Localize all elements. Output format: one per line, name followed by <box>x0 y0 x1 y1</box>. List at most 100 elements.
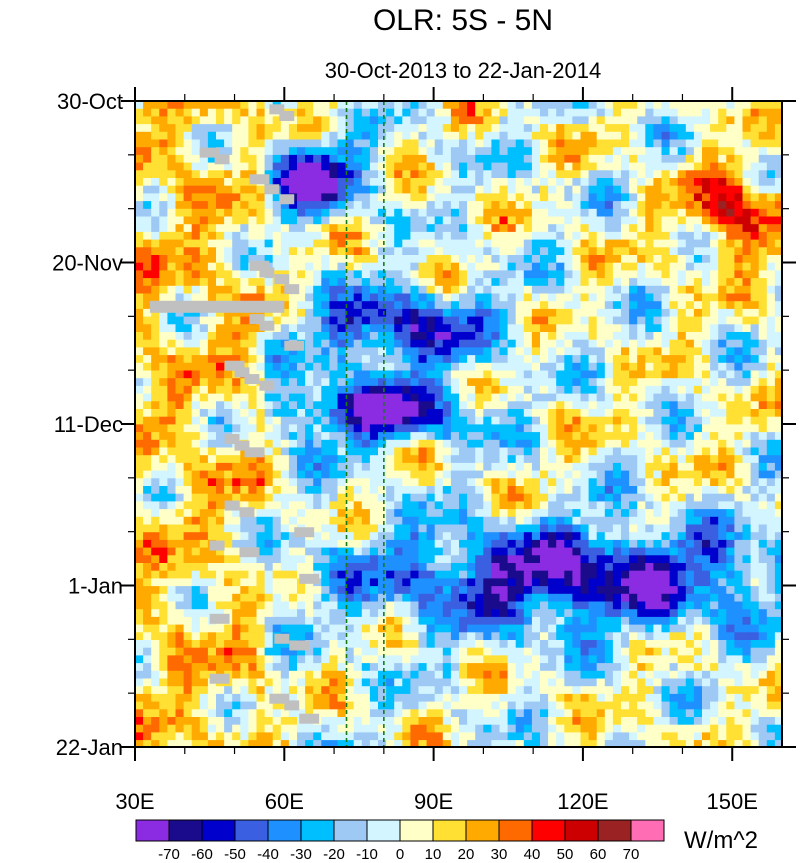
heatmap-cell <box>604 270 614 279</box>
heatmap-cell <box>442 324 452 333</box>
heatmap-cell <box>378 516 387 525</box>
heatmap-cell <box>556 563 565 572</box>
heatmap-cell <box>216 162 225 171</box>
heatmap-cell <box>232 239 241 248</box>
heatmap-cell <box>685 162 695 171</box>
heatmap-cell <box>702 478 711 487</box>
heatmap-cell <box>410 147 419 156</box>
heatmap-cell <box>531 316 541 325</box>
heatmap-cell <box>604 570 614 579</box>
heatmap-cell <box>734 516 743 525</box>
heatmap-cell <box>280 455 290 464</box>
heatmap-cell <box>386 355 395 364</box>
heatmap-cell <box>653 185 662 194</box>
heatmap-cell <box>523 201 533 210</box>
heatmap-cell <box>734 462 743 472</box>
heatmap-cell <box>499 239 509 248</box>
heatmap-cell <box>693 493 703 502</box>
heatmap-cell <box>434 378 444 387</box>
heatmap-cell <box>224 324 233 333</box>
heatmap-cell <box>297 116 306 125</box>
heatmap-cell <box>410 278 419 287</box>
heatmap-cell <box>151 231 160 241</box>
heatmap-cell <box>369 524 379 533</box>
heatmap-cell <box>167 101 176 110</box>
heatmap-cell <box>280 239 290 248</box>
heatmap-cell <box>256 478 266 487</box>
heatmap-cell <box>718 131 727 140</box>
heatmap-cell <box>742 424 752 433</box>
heatmap-cell <box>758 570 768 579</box>
heatmap-cell <box>345 478 355 487</box>
heatmap-cell <box>216 147 225 156</box>
heatmap-cell <box>475 455 484 464</box>
heatmap-cell <box>321 154 330 164</box>
heatmap-cell <box>580 255 590 264</box>
heatmap-cell <box>669 208 679 217</box>
heatmap-cell <box>135 347 144 356</box>
heatmap-cell <box>718 470 727 479</box>
heatmap-cell <box>556 139 565 148</box>
heatmap-cell <box>661 239 671 248</box>
heatmap-cell <box>442 378 452 387</box>
heatmap-cell <box>604 378 614 387</box>
heatmap-cell <box>702 178 711 187</box>
heatmap-cell <box>621 185 630 194</box>
heatmap-cell <box>143 116 152 125</box>
heatmap-cell <box>272 424 282 433</box>
heatmap-cell <box>313 278 322 287</box>
heatmap-cell <box>499 316 509 325</box>
heatmap-cell <box>313 532 322 541</box>
heatmap-cell <box>159 154 168 164</box>
heatmap-cell <box>693 555 703 564</box>
heatmap-cell <box>167 255 176 264</box>
heatmap-cell <box>685 255 695 264</box>
heatmap-cell <box>540 370 549 379</box>
heatmap-cell <box>345 501 355 510</box>
heatmap-cell <box>410 547 419 556</box>
heatmap-cell <box>564 301 573 310</box>
heatmap-cell <box>410 370 419 379</box>
heatmap-cell <box>540 185 549 194</box>
heatmap-cell <box>580 378 590 387</box>
heatmap-cell <box>207 455 217 464</box>
heatmap-cell <box>685 131 695 140</box>
heatmap-cell <box>151 162 160 171</box>
heatmap-cell <box>378 178 387 187</box>
heatmap-cell <box>507 255 517 264</box>
heatmap-cell <box>353 486 363 495</box>
heatmap-cell <box>394 393 403 402</box>
heatmap-cell <box>418 524 428 533</box>
heatmap-cell <box>305 170 314 179</box>
heatmap-cell <box>693 262 703 271</box>
heatmap-cell <box>264 339 274 348</box>
heatmap-cell <box>556 409 565 418</box>
heatmap-cell <box>369 247 379 256</box>
heatmap-cell <box>612 162 622 171</box>
heatmap-cell <box>167 162 176 171</box>
heatmap-cell <box>386 424 395 433</box>
heatmap-cell <box>572 193 581 202</box>
heatmap-cell <box>337 486 347 495</box>
heatmap-cell <box>531 555 541 564</box>
heatmap-cell <box>718 455 727 464</box>
heatmap-cell <box>361 262 371 271</box>
heatmap-cell <box>507 124 517 133</box>
heatmap-cell <box>596 539 606 549</box>
heatmap-cell <box>556 224 565 233</box>
heatmap-cell <box>677 339 687 348</box>
heatmap-cell <box>394 524 403 533</box>
heatmap-cell <box>548 555 557 564</box>
heatmap-cell <box>556 285 565 294</box>
heatmap-cell <box>540 162 549 171</box>
heatmap-cell <box>766 193 776 202</box>
heatmap-cell <box>224 239 233 248</box>
heatmap-cell <box>475 255 484 264</box>
heatmap-cell <box>459 162 468 171</box>
heatmap-cell <box>483 185 492 194</box>
heatmap-cell <box>491 393 500 402</box>
heatmap-cell <box>199 555 209 564</box>
heatmap-cell <box>159 409 168 418</box>
heatmap-cell <box>531 239 541 248</box>
heatmap-cell <box>774 147 782 156</box>
